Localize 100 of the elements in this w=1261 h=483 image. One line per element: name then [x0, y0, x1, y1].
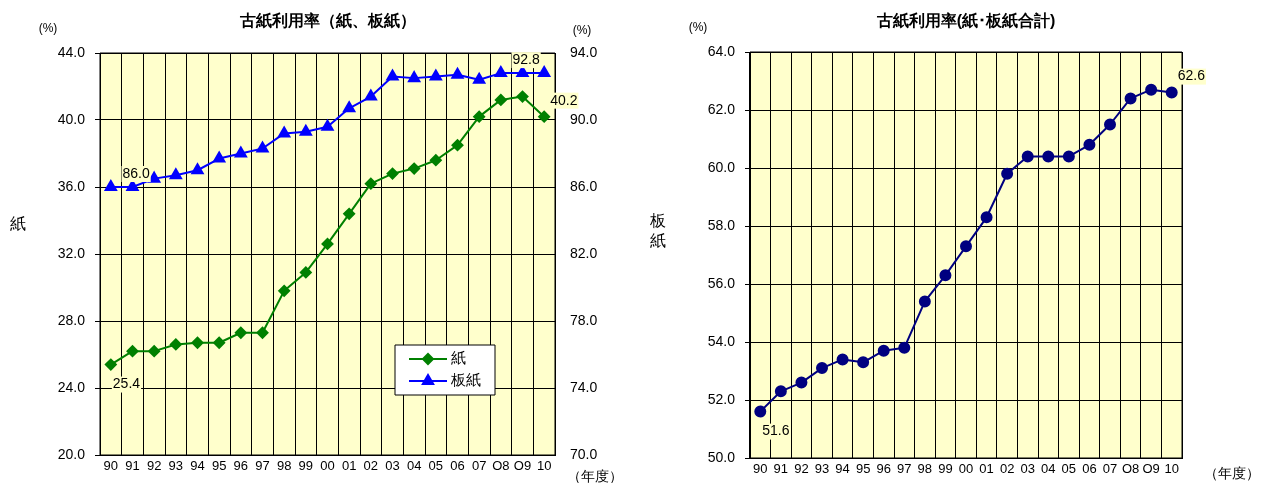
x-tick-label: 10 — [536, 458, 552, 474]
y-tick-label: 60.0 — [707, 158, 736, 175]
y2-tick-label: 90.0 — [570, 110, 598, 127]
x-tick-label: 05 — [428, 458, 444, 474]
point — [321, 237, 334, 250]
point — [234, 146, 248, 158]
chart-title: 古紙利用率(紙･板紙合計) — [875, 11, 1056, 30]
text: (%) — [38, 21, 58, 36]
y-tick-label: 40.0 — [57, 110, 86, 127]
x-tick-label: 04 — [1041, 461, 1056, 477]
y2-tick-label: 70.0 — [570, 445, 598, 462]
y-tick-label: 64.0 — [707, 42, 736, 59]
point — [795, 376, 808, 389]
legend-label: 紙 — [451, 349, 466, 367]
point — [980, 211, 993, 224]
data-label: 62.6 — [1177, 67, 1206, 84]
x-tick-label: 92 — [794, 461, 809, 477]
x-tick-label: 91 — [773, 461, 789, 477]
y-tick-label: 62.0 — [707, 100, 736, 117]
y-tick-label: 20.0 — [57, 445, 86, 462]
point — [857, 356, 870, 369]
x-tick-label: 94 — [835, 461, 850, 477]
point — [191, 163, 204, 175]
x-tick-label: 94 — [190, 458, 205, 474]
x-tick-label: 96 — [233, 458, 249, 474]
y2-axis-title: 板紙 — [649, 212, 666, 250]
x-tick-label: 95 — [211, 458, 227, 474]
x-tick-label: O9 — [1142, 461, 1160, 477]
point — [1124, 92, 1137, 105]
point — [364, 177, 377, 190]
data-label: 92.8 — [512, 50, 540, 67]
chart-title: 古紙利用率（紙、板紙） — [238, 11, 416, 31]
point — [169, 168, 183, 180]
x-tick-label: 93 — [168, 458, 184, 474]
point — [1042, 150, 1055, 163]
point — [451, 139, 464, 152]
point — [256, 141, 269, 153]
y-tick-label: 56.0 — [707, 274, 736, 291]
point — [278, 284, 291, 297]
point — [472, 72, 486, 84]
point — [299, 124, 313, 136]
legend-label: 板紙 — [450, 371, 481, 389]
x-tick-label: 10 — [1164, 461, 1179, 477]
text: (%) — [572, 23, 592, 38]
x-tick-label: 97 — [897, 461, 912, 477]
y-tick-label: 54.0 — [707, 332, 736, 349]
point — [148, 345, 161, 358]
point — [386, 167, 399, 180]
point — [1021, 150, 1034, 163]
point — [169, 338, 182, 351]
data-label: 40.2 — [550, 91, 578, 108]
x-tick-label: 95 — [855, 461, 871, 477]
x-tick-label: 07 — [471, 458, 487, 474]
point — [1104, 118, 1116, 131]
point — [1001, 167, 1014, 180]
x-tick-label: 00 — [320, 458, 335, 474]
x-tick-label: 00 — [958, 461, 974, 477]
point — [234, 326, 247, 339]
x-tick-label: 02 — [999, 461, 1015, 477]
point — [212, 151, 226, 163]
y-tick-label: 44.0 — [57, 43, 86, 60]
x-tick-label: 07 — [1102, 461, 1118, 477]
x-tick-label: 02 — [363, 458, 379, 474]
point — [277, 126, 291, 138]
text: (%) — [688, 20, 708, 35]
y-tick-label: 36.0 — [57, 177, 86, 194]
point — [343, 207, 356, 220]
point — [429, 69, 443, 81]
x-tick-label: 91 — [125, 458, 140, 474]
point — [1165, 86, 1178, 99]
y-tick-label: 50.0 — [707, 448, 736, 465]
y2-tick-label: 94.0 — [570, 43, 598, 60]
point — [299, 266, 312, 279]
point — [918, 295, 931, 308]
x-tick-label: 96 — [876, 461, 891, 477]
y-axis-title: 紙 — [10, 215, 26, 233]
data-label: 86.0 — [122, 164, 150, 181]
x-tick-label: 97 — [255, 458, 270, 474]
data-label: 25.4 — [112, 375, 141, 392]
y2-tick-label: 78.0 — [570, 311, 598, 328]
text: （年度） — [567, 467, 623, 483]
x-tick-label: 98 — [276, 458, 292, 474]
point — [774, 385, 787, 398]
point — [816, 362, 828, 375]
x-tick-label: 04 — [406, 458, 422, 474]
x-tick-label: 01 — [979, 461, 994, 477]
point — [407, 71, 421, 83]
x-tick-label: 06 — [450, 458, 465, 474]
x-tick-label: 92 — [146, 458, 162, 474]
point — [754, 405, 767, 418]
point — [321, 119, 334, 131]
y2-tick-label: 74.0 — [570, 378, 598, 395]
point — [877, 344, 890, 357]
x-tick-label: 93 — [814, 461, 830, 477]
point — [494, 93, 507, 106]
point — [104, 358, 117, 371]
point — [836, 353, 849, 366]
point — [386, 69, 399, 81]
point — [451, 67, 464, 79]
y-tick-label: 24.0 — [57, 378, 86, 395]
